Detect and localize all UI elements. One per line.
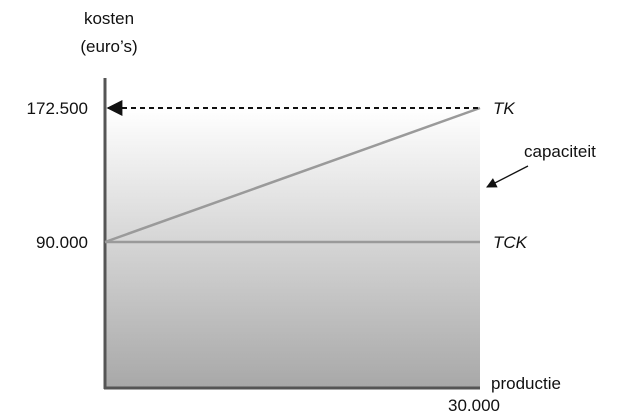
series-line-tk — [104, 106, 481, 244]
capacity-area — [105, 108, 480, 388]
y-tick-label-90000: 90.000 — [36, 233, 88, 252]
series-label-tk: TK — [493, 99, 515, 118]
y-tick-label-172500: 172.500 — [27, 99, 88, 118]
x-axis-label: productie — [491, 374, 561, 393]
annotation-capaciteit: capaciteit — [524, 142, 596, 161]
capacity-pointer-arrow — [486, 165, 529, 188]
y-axis-label-line2: (euro’s) — [80, 37, 137, 56]
x-max-label: 30.000 — [448, 396, 500, 415]
series-label-tck: TCK — [493, 233, 528, 252]
y-axis-label-line1: kosten — [84, 9, 134, 28]
